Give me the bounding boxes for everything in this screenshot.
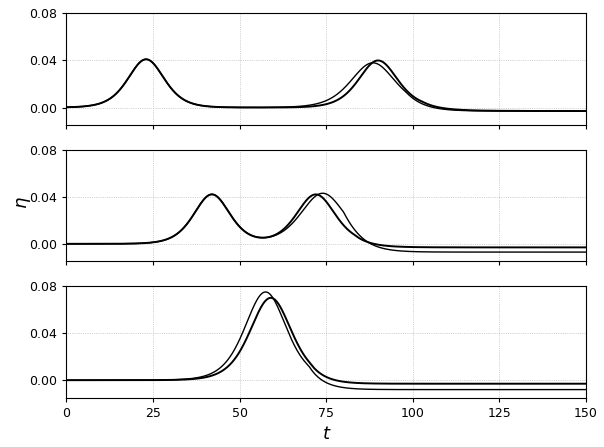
X-axis label: t: t bbox=[323, 426, 330, 443]
Text: η: η bbox=[12, 195, 30, 207]
